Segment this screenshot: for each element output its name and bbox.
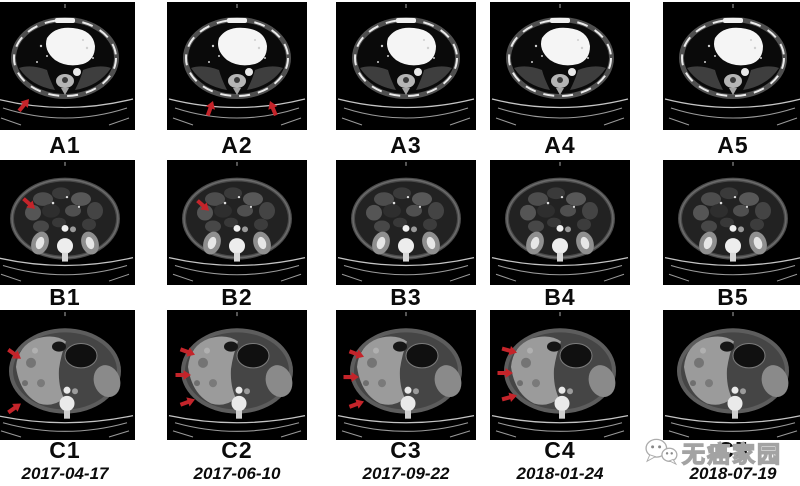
abdomen-ct-graphic [663,160,800,285]
chest-ct-graphic [663,2,800,130]
ct-scan-C3 [336,310,476,440]
ct-image-A3 [336,2,476,130]
ct-image-C2 [167,310,307,440]
ct-scan-C1 [0,310,135,440]
date-column-1: 2017-04-17 [21,464,109,483]
ct-scan-B5 [663,160,800,285]
abdomen-ct-graphic [0,160,135,285]
ct-image-A4 [490,2,630,130]
label-C3: C3 [390,437,422,463]
ct-image-C1 [0,310,135,440]
ct-scan-A3 [336,2,476,130]
label-B2: B2 [221,284,253,310]
ct-image-B4 [490,160,630,285]
label-B3: B3 [390,284,422,310]
label-B5: B5 [717,284,749,310]
liver-ct-graphic [663,310,800,440]
ct-image-A2 [167,2,307,130]
liver-ct-graphic [0,310,135,440]
ct-image-A1 [0,2,135,130]
chest-ct-graphic [490,2,630,130]
ct-scan-B1 [0,160,135,285]
abdomen-ct-graphic [336,160,476,285]
ct-image-B5 [663,160,800,285]
ct-image-A5 [663,2,800,130]
label-B1: B1 [49,284,81,310]
ct-scan-B4 [490,160,630,285]
date-column-3: 2017-09-22 [362,464,450,483]
wechat-bubbles-icon [645,438,678,466]
label-A3: A3 [390,132,422,158]
ct-scan-A1 [0,2,135,130]
ct-image-C3 [336,310,476,440]
liver-ct-graphic [490,310,630,440]
ct-scan-A4 [490,2,630,130]
label-C5: C5 [717,437,749,463]
label-A2: A2 [221,132,253,158]
label-C4: C4 [544,437,576,463]
ct-scan-C5 [663,310,800,440]
ct-image-B1 [0,160,135,285]
label-A4: A4 [544,132,576,158]
label-A1: A1 [49,132,81,158]
ct-scan-A5 [663,2,800,130]
ct-scan-B2 [167,160,307,285]
ct-scan-A2 [167,2,307,130]
chest-ct-graphic [336,2,476,130]
watermark-text: 无癌家园 [681,440,782,467]
abdomen-ct-graphic [490,160,630,285]
date-column-4: 2018-01-24 [516,464,604,483]
ct-image-B3 [336,160,476,285]
label-B4: B4 [544,284,576,310]
date-column-2: 2017-06-10 [193,464,281,483]
label-C2: C2 [221,437,253,463]
label-A5: A5 [717,132,749,158]
chest-ct-graphic [167,2,307,130]
watermark: 无癌家园 [644,437,782,468]
ct-scan-C4 [490,310,630,440]
date-column-5: 2018-07-19 [689,464,777,483]
ct-image-B2 [167,160,307,285]
ct-image-C5 [663,310,800,440]
liver-ct-graphic [336,310,476,440]
ct-scan-B3 [336,160,476,285]
ct-scan-C2 [167,310,307,440]
label-C1: C1 [49,437,81,463]
abdomen-ct-graphic [167,160,307,285]
ct-image-C4 [490,310,630,440]
